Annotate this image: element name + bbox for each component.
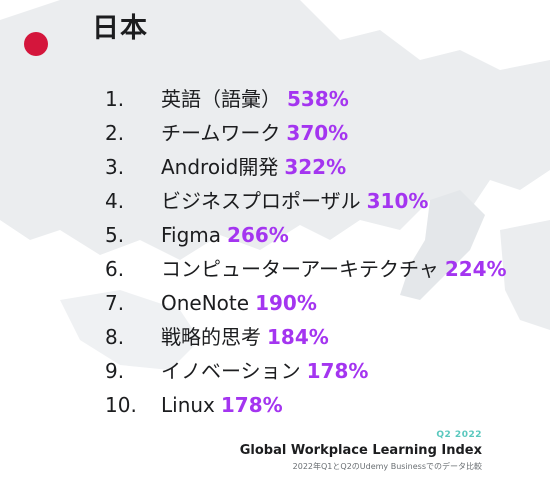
skill-name: Android開発	[161, 155, 279, 179]
report-title: Global Workplace Learning Index	[239, 443, 482, 458]
skill-name: ビジネスプロポーザル	[161, 189, 361, 213]
growth-percentage: 224%	[444, 257, 507, 281]
growth-percentage: 178%	[220, 393, 283, 417]
ranking-item: 3. Android開発 322%	[105, 150, 507, 184]
ranking-item: 5. Figma 266%	[105, 218, 507, 252]
growth-percentage: 184%	[267, 325, 329, 349]
growth-percentage: 538%	[287, 87, 349, 111]
japan-flag-icon	[24, 32, 48, 56]
report-footer: Q2 2022 Global Workplace Learning Index …	[240, 430, 482, 472]
growth-percentage: 310%	[366, 189, 429, 213]
rank-number: 10.	[105, 393, 137, 417]
ranking-item: 2. チームワーク 370%	[105, 116, 507, 150]
skill-name: OneNote	[161, 291, 250, 315]
ranking-item: 9. イノベーション 178%	[105, 354, 507, 388]
ranking-item: 8. 戦略的思考 184%	[105, 320, 507, 354]
ranking-item: 6. コンピューターアーキテクチャ 224%	[105, 252, 507, 286]
skill-name: チームワーク	[161, 121, 281, 145]
skills-ranking-list: 1. 英語（語彙） 538% 2. チームワーク 370% 3. Android開発 322% 4…	[105, 82, 507, 422]
skill-name: 英語（語彙）	[161, 87, 281, 111]
rank-number: 5.	[105, 223, 125, 247]
ranking-item: 4. ビジネスプロポーザル 310%	[105, 184, 507, 218]
rank-number: 3.	[105, 155, 125, 179]
rank-number: 8.	[105, 325, 125, 349]
ranking-item: 10. Linux 178%	[105, 388, 507, 422]
skill-name: 戦略的思考	[161, 325, 261, 349]
ranking-item: 1. 英語（語彙） 538%	[105, 82, 507, 116]
growth-percentage: 370%	[286, 121, 349, 145]
map-landmass-east	[500, 220, 550, 330]
skill-name: Linux	[161, 393, 215, 417]
rank-number: 2.	[105, 121, 125, 145]
growth-percentage: 190%	[255, 291, 317, 315]
rank-number: 4.	[105, 189, 125, 213]
report-date: Q2 2022	[436, 430, 482, 440]
ranking-item: 7. OneNote 190%	[105, 286, 507, 320]
rank-number: 1.	[105, 87, 125, 111]
country-title: 日本	[92, 13, 148, 44]
report-note: 2022年Q1とQ2のUdemy Businessでのデータ比較	[292, 462, 482, 471]
skill-name: Figma	[161, 223, 222, 247]
skill-name: イノベーション	[161, 359, 301, 383]
skill-name: コンピューターアーキテクチャ	[161, 257, 439, 281]
growth-percentage: 266%	[227, 223, 289, 247]
rank-number: 9.	[105, 359, 125, 383]
growth-percentage: 178%	[306, 359, 369, 383]
rank-number: 7.	[105, 291, 125, 315]
rank-number: 6.	[105, 257, 125, 281]
growth-percentage: 322%	[284, 155, 347, 179]
